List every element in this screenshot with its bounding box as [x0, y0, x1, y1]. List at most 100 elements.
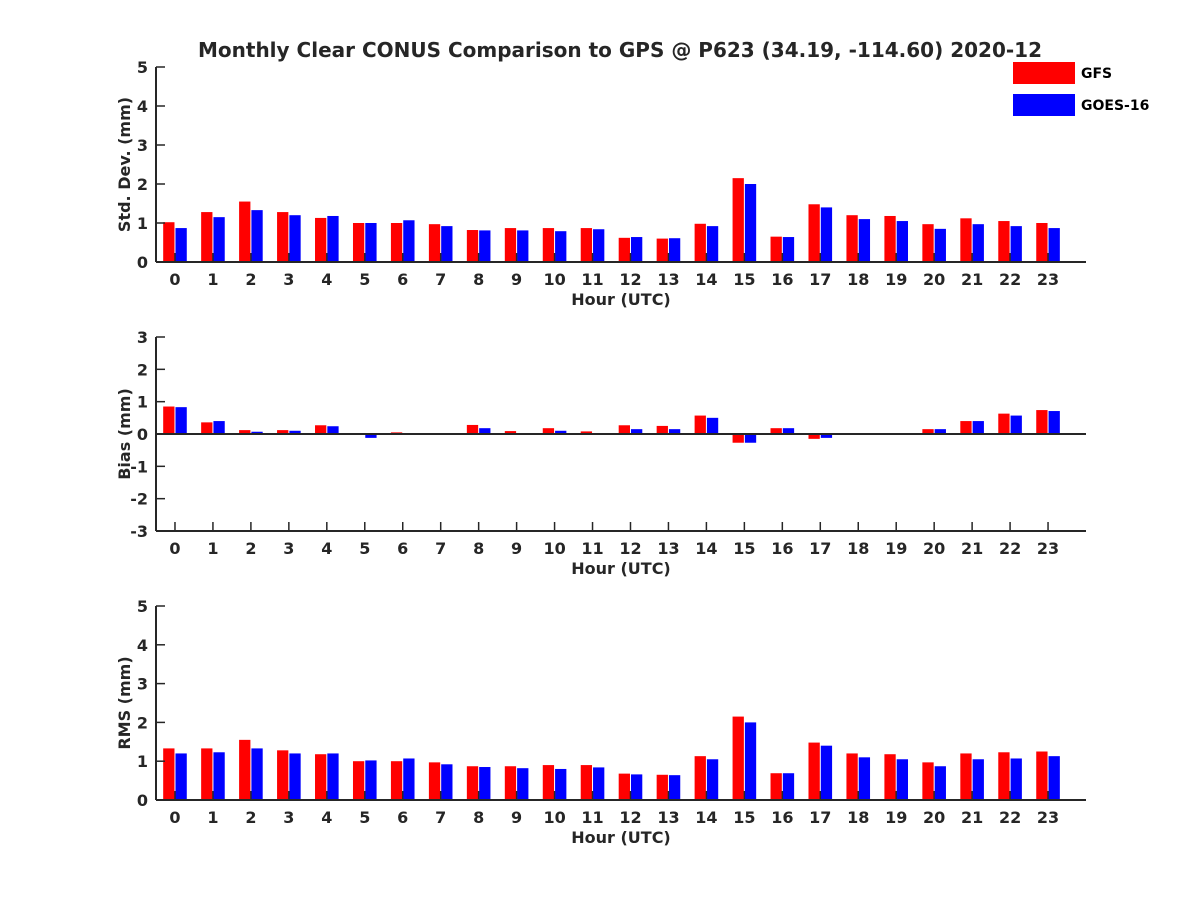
bar-rms-gfs-10 [542, 765, 555, 800]
x-tick-label-bias-17: 17 [809, 539, 831, 558]
legend: GFS GOES-16 [1013, 62, 1149, 116]
x-tick-label-std-dev-20: 20 [923, 270, 945, 289]
bar-rms-gfs-6 [390, 761, 403, 800]
bar-bias-gfs-17 [808, 434, 820, 439]
bar-rms-gfs-19 [884, 754, 896, 800]
bar-bias-gfs-16 [770, 428, 782, 434]
legend-swatch-gfs [1013, 62, 1075, 84]
bar-rms-goes-16-0 [175, 753, 187, 800]
bar-bias-goes-16-0 [175, 407, 187, 434]
bar-std-dev-goes-16-5 [365, 223, 377, 262]
x-tick-label-std-dev-22: 22 [999, 270, 1021, 289]
x-tick-label-std-dev-4: 4 [321, 270, 332, 289]
bar-rms-gfs-0 [163, 748, 175, 800]
x-tick-label-std-dev-8: 8 [473, 270, 484, 289]
y-tick-label-std-dev-0: 0 [137, 253, 148, 272]
x-tick-label-rms-11: 11 [581, 808, 603, 827]
bar-bias-gfs-8 [466, 424, 479, 434]
x-tick-label-rms-1: 1 [207, 808, 218, 827]
bar-rms-goes-16-20 [934, 766, 946, 800]
bar-rms-gfs-21 [960, 753, 972, 800]
x-tick-label-std-dev-1: 1 [207, 270, 218, 289]
x-tick-label-rms-2: 2 [245, 808, 256, 827]
y-tick-label-bias--3: -3 [130, 522, 148, 541]
bar-rms-gfs-16 [770, 773, 782, 800]
legend-label-goes-16: GOES-16 [1081, 98, 1149, 114]
bar-bias-gfs-11 [580, 431, 593, 434]
bar-bias-gfs-10 [542, 428, 555, 434]
bar-std-dev-goes-16-4 [327, 215, 339, 262]
bar-bias-goes-16-8 [479, 428, 491, 434]
x-tick-label-std-dev-0: 0 [169, 270, 180, 289]
bar-bias-goes-16-12 [630, 429, 643, 434]
x-axis-label-rms: Hour (UTC) [571, 828, 671, 847]
x-tick-label-std-dev-2: 2 [245, 270, 256, 289]
bar-rms-gfs-4 [315, 754, 327, 800]
series-gfs-std-dev [163, 178, 1048, 262]
bar-std-dev-gfs-2 [239, 201, 251, 262]
bar-bias-goes-16-4 [327, 426, 339, 434]
x-tick-label-rms-0: 0 [169, 808, 180, 827]
bar-std-dev-goes-16-14 [706, 226, 719, 262]
bar-std-dev-gfs-20 [922, 224, 934, 262]
bar-std-dev-goes-16-11 [593, 229, 605, 262]
bar-std-dev-goes-16-3 [289, 215, 301, 262]
bar-std-dev-goes-16-10 [555, 231, 567, 262]
bar-bias-gfs-12 [618, 425, 630, 434]
bar-bias-goes-16-21 [972, 421, 984, 434]
bar-rms-gfs-3 [277, 750, 289, 800]
series-goes-16-bias [175, 407, 1060, 443]
x-tick-label-std-dev-12: 12 [619, 270, 641, 289]
x-tick-label-bias-20: 20 [923, 539, 945, 558]
bar-bias-gfs-2 [239, 430, 251, 434]
x-tick-label-std-dev-16: 16 [771, 270, 793, 289]
x-tick-label-rms-12: 12 [619, 808, 641, 827]
bar-rms-gfs-8 [466, 766, 479, 800]
x-tick-label-bias-10: 10 [543, 539, 565, 558]
x-tick-label-std-dev-6: 6 [397, 270, 408, 289]
x-tick-label-bias-4: 4 [321, 539, 332, 558]
bar-rms-goes-16-17 [820, 745, 833, 800]
bar-std-dev-gfs-10 [542, 228, 555, 262]
y-tick-label-rms-2: 2 [137, 713, 148, 732]
bar-std-dev-goes-16-15 [744, 184, 757, 262]
bar-std-dev-goes-16-13 [668, 238, 681, 262]
bar-std-dev-gfs-23 [1036, 223, 1048, 262]
bar-std-dev-gfs-13 [656, 238, 668, 262]
x-tick-label-rms-15: 15 [733, 808, 755, 827]
bar-std-dev-gfs-3 [277, 212, 289, 262]
bar-std-dev-goes-16-18 [858, 219, 871, 262]
bar-bias-gfs-14 [694, 415, 706, 434]
bar-bias-goes-16-2 [251, 431, 263, 434]
bar-rms-gfs-5 [352, 761, 365, 800]
bar-std-dev-gfs-22 [998, 221, 1010, 262]
bar-rms-gfs-1 [201, 748, 213, 800]
bar-rms-gfs-7 [428, 762, 441, 800]
y-tick-label-bias-1: 1 [137, 393, 148, 412]
x-tick-label-rms-6: 6 [397, 808, 408, 827]
y-axis-label-std-dev: Std. Dev. (mm) [115, 97, 134, 232]
x-tick-label-bias-13: 13 [657, 539, 679, 558]
bar-bias-gfs-23 [1036, 410, 1048, 434]
x-tick-label-rms-10: 10 [543, 808, 565, 827]
chart-title: Monthly Clear CONUS Comparison to GPS @ … [198, 38, 1042, 62]
y-tick-label-std-dev-1: 1 [137, 214, 148, 233]
bar-bias-goes-16-16 [782, 428, 795, 434]
x-tick-label-rms-16: 16 [771, 808, 793, 827]
bar-rms-goes-16-13 [668, 775, 681, 800]
bar-bias-goes-16-23 [1048, 411, 1060, 434]
x-tick-label-rms-21: 21 [961, 808, 983, 827]
bar-std-dev-gfs-9 [504, 228, 517, 262]
bar-rms-gfs-9 [504, 766, 517, 800]
bar-rms-gfs-11 [580, 765, 593, 800]
y-tick-label-bias-3: 3 [137, 328, 148, 347]
y-tick-label-std-dev-5: 5 [137, 58, 148, 77]
bar-std-dev-goes-16-0 [175, 228, 187, 262]
x-tick-label-std-dev-19: 19 [885, 270, 907, 289]
x-tick-label-rms-8: 8 [473, 808, 484, 827]
bar-std-dev-gfs-11 [580, 228, 593, 262]
bar-rms-goes-16-5 [365, 760, 377, 800]
